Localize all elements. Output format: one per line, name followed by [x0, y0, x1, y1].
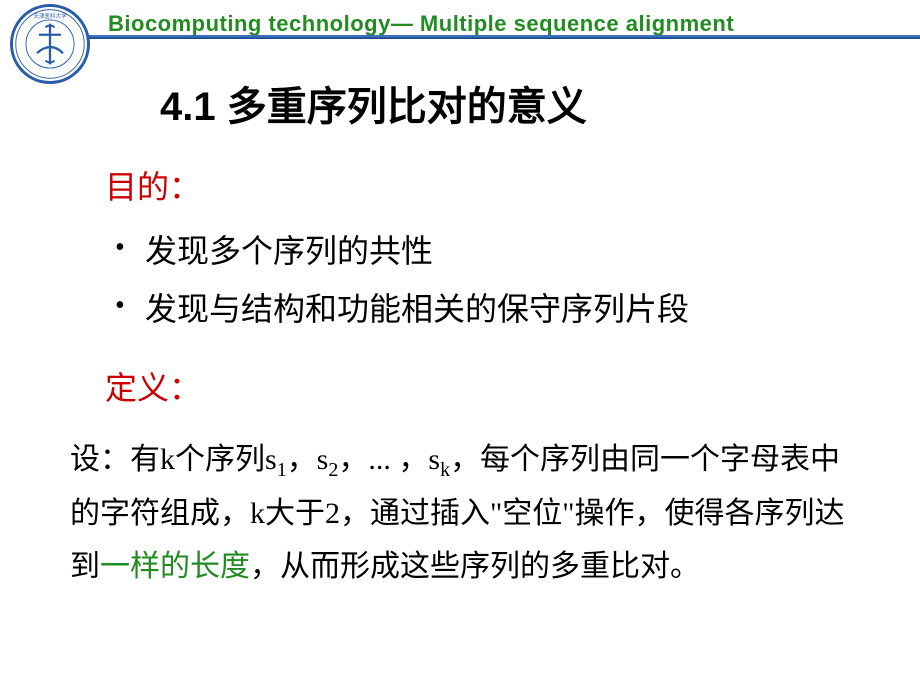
definition-text-end: ，从而形成这些序列的多重比对。	[250, 550, 700, 583]
logo-svg: 天津医科大学	[13, 5, 87, 83]
definition-text-prefix: 设：有k个序列	[70, 443, 265, 476]
svg-text:天津医科大学: 天津医科大学	[33, 12, 67, 20]
purpose-bullet-item: 发现与结构和功能相关的保守序列片段	[110, 281, 880, 339]
header-title: Biocomputing technology— Multiple sequen…	[108, 11, 734, 37]
slide-header: 天津医科大学 Biocomputing technology— Multiple…	[0, 0, 920, 84]
header-divider-line	[80, 35, 920, 39]
purpose-bullet-list: 发现多个序列的共性 发现与结构和功能相关的保守序列片段	[110, 223, 880, 338]
definition-label: 定义：	[105, 363, 880, 409]
purpose-bullet-item: 发现多个序列的共性	[110, 223, 880, 281]
slide-content: 4.1 多重序列比对的意义 目的： 发现多个序列的共性 发现与结构和功能相关的保…	[0, 74, 920, 593]
sequence-symbol: s1，s2，... ，sk	[265, 443, 450, 476]
purpose-label: 目的：	[105, 162, 880, 208]
definition-paragraph: 设：有k个序列s1，s2，... ，sk，每个序列由同一个字母表中的字符组成，k…	[70, 434, 850, 593]
university-logo: 天津医科大学	[10, 4, 90, 84]
definition-highlight: 一样的长度	[100, 550, 250, 583]
